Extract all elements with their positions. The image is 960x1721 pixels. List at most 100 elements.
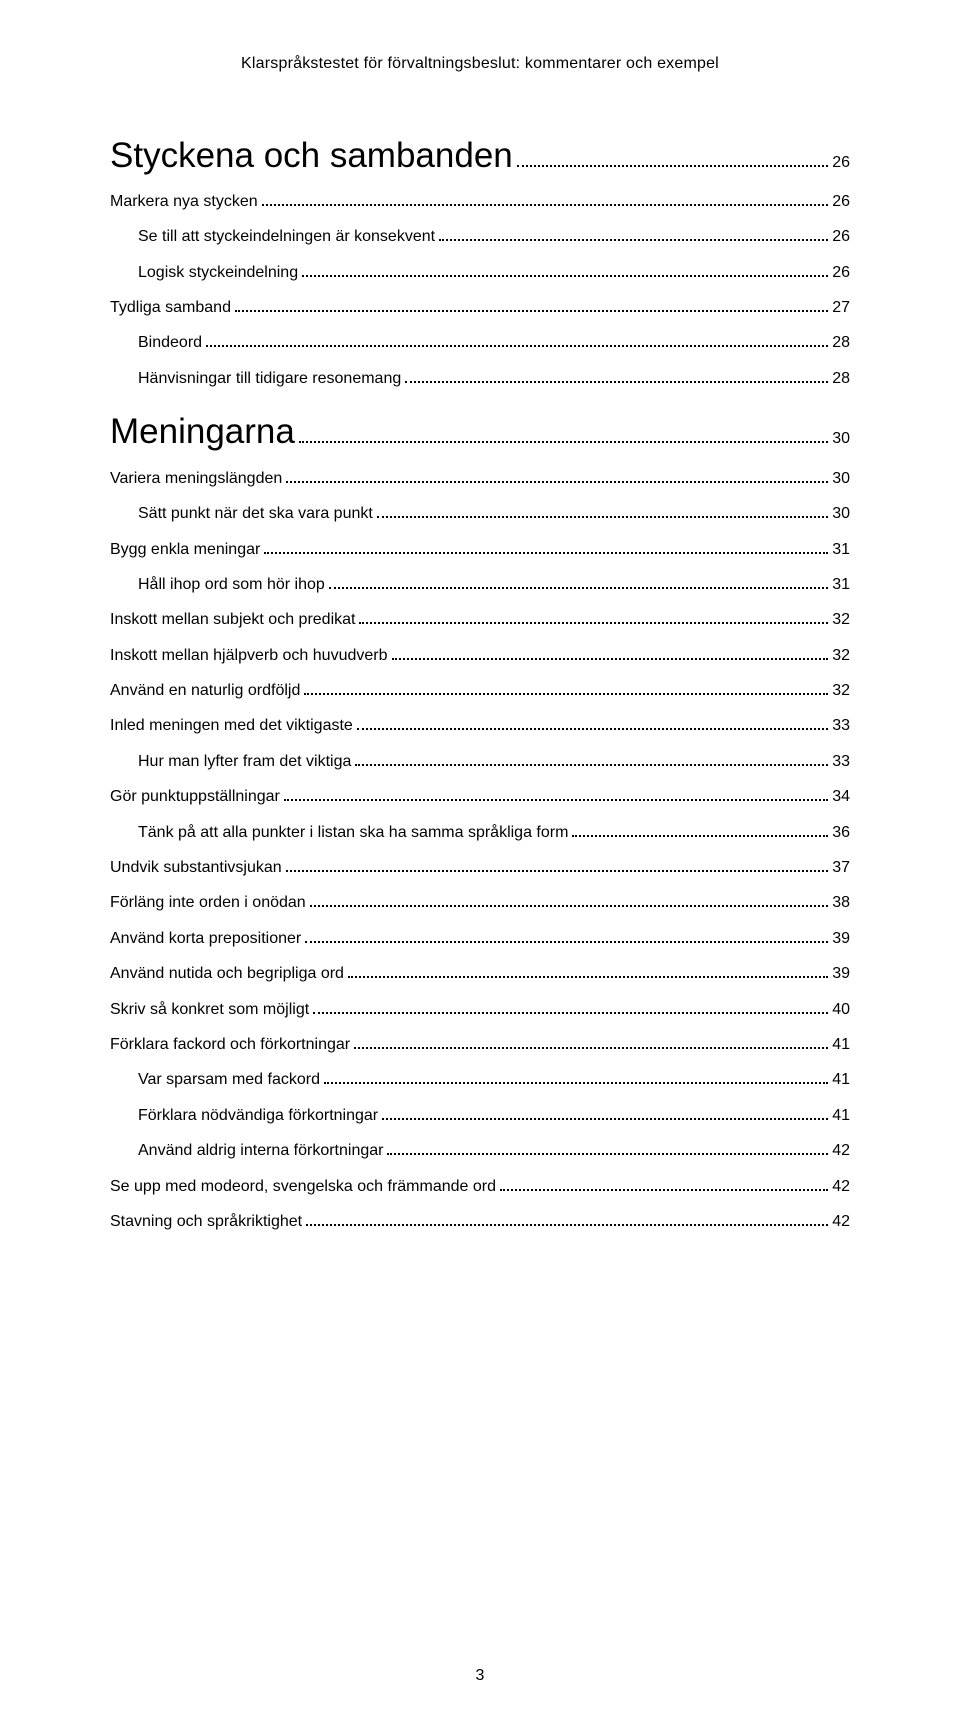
toc-entry-label: Undvik substantivsjukan [110,859,282,877]
page-number: 3 [0,1667,960,1685]
toc-leader-dots [302,260,828,276]
toc-entry-label: Se upp med modeord, svengelska och främm… [110,1178,496,1196]
toc-entry: Använd aldrig interna förkortningar42 [138,1139,850,1160]
toc-entry-label: Förklara nödvändiga förkortningar [138,1107,378,1125]
toc-entry-label: Inskott mellan hjälpverb och huvudverb [110,647,388,665]
toc-leader-dots [206,331,828,347]
toc-entry: Bindeord28 [138,331,850,352]
toc-entry-label: Bygg enkla meningar [110,541,260,559]
toc-leader-dots [572,820,828,836]
toc-entry-page: 30 [832,470,850,488]
toc-leader-dots [262,190,829,206]
toc-entry-page: 33 [832,753,850,771]
toc-entry-page: 30 [832,430,850,452]
toc-leader-dots [348,962,828,978]
toc-entry: Bygg enkla meningar31 [110,537,850,558]
toc-entry-page: 28 [832,370,850,388]
toc-entry: Markera nya stycken 26 [110,190,850,211]
toc-leader-dots [264,537,828,553]
toc-entry-label: Var sparsam med fackord [138,1071,320,1089]
toc-entry-page: 33 [832,717,850,735]
toc-entry: Tydliga samband 27 [110,296,850,317]
toc-entry-label: Se till att styckeindelningen är konsekv… [138,228,435,246]
toc-entry: Stavning och språkriktighet 42 [110,1210,850,1231]
toc-entry-label: Gör punktuppställningar [110,788,280,806]
toc-entry: Håll ihop ord som hör ihop 31 [138,573,850,594]
toc-entry-page: 26 [832,154,850,176]
toc-leader-dots [500,1174,828,1190]
toc-leader-dots [387,1139,828,1155]
toc-entry-page: 42 [832,1178,850,1196]
toc-entry-page: 39 [832,930,850,948]
toc-leader-dots [359,608,828,624]
document-page: Klarspråkstestet för förvaltningsbeslut:… [0,0,960,1721]
toc-entry: Hänvisningar till tidigare resonemang 28 [138,366,850,387]
running-header: Klarspråkstestet för förvaltningsbeslut:… [110,55,850,73]
toc-entry-page: 41 [832,1036,850,1054]
toc-entry: Se upp med modeord, svengelska och främm… [110,1174,850,1195]
toc-entry-label: Inskott mellan subjekt och predikat [110,611,355,629]
toc-leader-dots [354,1033,828,1049]
toc-entry-label: Styckena och sambanden [110,136,513,176]
toc-entry: Inskott mellan hjälpverb och huvudverb 32 [110,643,850,664]
toc-entry-page: 38 [832,894,850,912]
toc-entry-label: Inled meningen med det viktigaste [110,717,353,735]
toc-entry-label: Tydliga samband [110,299,231,317]
table-of-contents: Styckena och sambanden26Markera nya styc… [110,133,850,1231]
toc-leader-dots [439,225,828,241]
toc-entry-label: Håll ihop ord som hör ihop [138,576,325,594]
toc-entry-label: Förläng inte orden i onödan [110,894,306,912]
toc-entry-label: Logisk styckeindelning [138,264,298,282]
toc-leader-dots [284,785,828,801]
toc-entry-page: 26 [832,193,850,211]
toc-leader-dots [324,1068,828,1084]
toc-leader-dots [304,679,828,695]
toc-entry-page: 32 [832,611,850,629]
toc-entry: Inled meningen med det viktigaste 33 [110,714,850,735]
toc-entry-page: 28 [832,334,850,352]
toc-leader-dots [405,366,828,382]
toc-entry: Var sparsam med fackord41 [138,1068,850,1089]
toc-entry-label: Markera nya stycken [110,193,258,211]
toc-entry: Inskott mellan subjekt och predikat 32 [110,608,850,629]
toc-leader-dots [382,1103,828,1119]
toc-entry-label: Variera meningslängden [110,470,282,488]
toc-entry-page: 26 [832,264,850,282]
toc-entry-label: Hur man lyfter fram det viktiga [138,753,351,771]
toc-entry-label: Hänvisningar till tidigare resonemang [138,370,401,388]
toc-leader-dots [355,749,828,765]
toc-leader-dots [235,296,828,312]
toc-entry: Förklara nödvändiga förkortningar 41 [138,1103,850,1124]
toc-entry-page: 32 [832,682,850,700]
toc-entry: Tänk på att alla punkter i listan ska ha… [138,820,850,841]
toc-entry-page: 41 [832,1107,850,1125]
toc-leader-dots [286,466,828,482]
toc-entry: Logisk styckeindelning 26 [138,260,850,281]
toc-entry-page: 39 [832,965,850,983]
toc-leader-dots [310,891,829,907]
toc-entry-label: Förklara fackord och förkortningar [110,1036,350,1054]
toc-entry: Se till att styckeindelningen är konsekv… [138,225,850,246]
toc-entry-page: 32 [832,647,850,665]
toc-entry-page: 36 [832,824,850,842]
toc-entry: Styckena och sambanden 26 [110,133,850,176]
toc-entry-label: Meningarna [110,412,295,452]
toc-entry-page: 37 [832,859,850,877]
toc-leader-dots [305,926,828,942]
toc-leader-dots [517,133,828,167]
toc-entry-label: Stavning och språkriktighet [110,1213,302,1231]
toc-entry: Skriv så konkret som möjligt40 [110,997,850,1018]
toc-entry-page: 40 [832,1001,850,1019]
toc-entry: Förläng inte orden i onödan 38 [110,891,850,912]
toc-entry-label: Tänk på att alla punkter i listan ska ha… [138,824,568,842]
toc-entry-page: 31 [832,576,850,594]
toc-leader-dots [313,997,828,1013]
toc-entry-label: Använd en naturlig ordföljd [110,682,300,700]
toc-entry: Använd en naturlig ordföljd 32 [110,679,850,700]
toc-entry: Förklara fackord och förkortningar 41 [110,1033,850,1054]
toc-entry-label: Använd aldrig interna förkortningar [138,1142,383,1160]
toc-entry-page: 27 [832,299,850,317]
toc-entry: Sätt punkt när det ska vara punkt30 [138,502,850,523]
toc-entry: Använd nutida och begripliga ord39 [110,962,850,983]
toc-entry-page: 42 [832,1213,850,1231]
